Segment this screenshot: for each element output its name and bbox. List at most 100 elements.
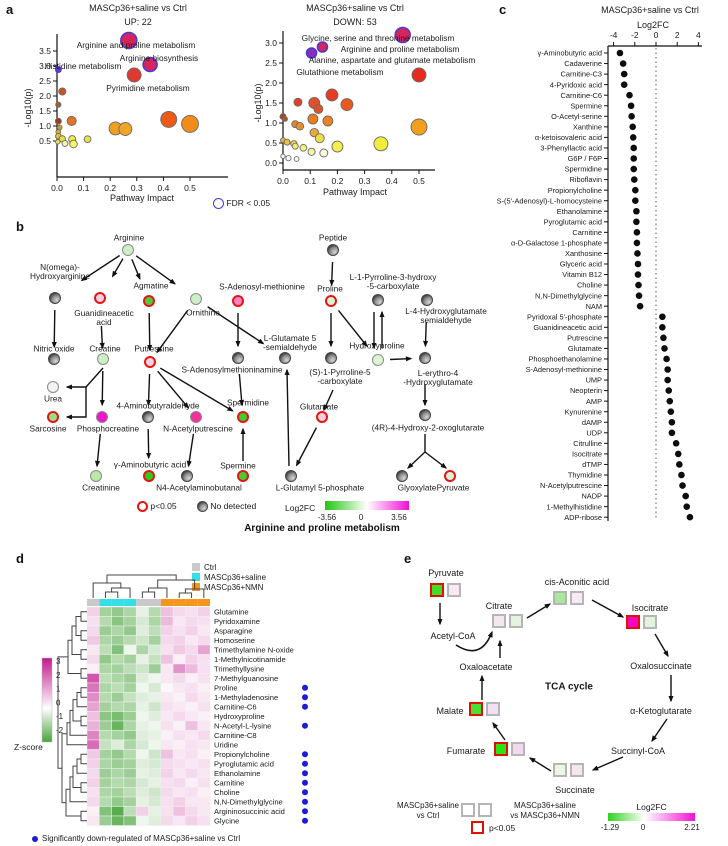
scale-max-b: 3.56 [391, 513, 407, 522]
metabolite-node-sarcosine [47, 411, 59, 423]
metabolite-node-glutamate [316, 411, 328, 423]
no-detected-circle-icon [197, 501, 208, 513]
chart-text: 0.4 [386, 176, 398, 186]
metabolite-node-creatinine [90, 470, 102, 482]
chart-text: 0.1 [78, 183, 90, 193]
chart-text: UMP [586, 376, 602, 385]
log2fc-dot [686, 513, 694, 521]
tca-log2fc-square [469, 702, 483, 716]
chart-text: Riboflavin [570, 175, 602, 184]
chart-text: Carnitine-C3 [561, 70, 603, 79]
chart-text: DOWN: 53 [333, 17, 377, 27]
metabolite-node-n4a [181, 470, 193, 482]
chart-text: 2 [675, 30, 680, 40]
chart-text: Choline [577, 281, 602, 290]
chart-text: Carnitine [214, 778, 244, 787]
chart-text: 0.3 [359, 176, 371, 186]
chart-text: Xanthosine [565, 249, 602, 258]
metabolite-label-ornithine: Ornithine [186, 307, 220, 318]
chart-text: Ethanolamine [557, 207, 602, 216]
chart-text: α-ketoisovaleric acid [535, 133, 602, 142]
chart-text: Arginine and proline metabolism [341, 44, 460, 54]
scale-min-b: -3.56 [317, 513, 337, 522]
pathway-bubble [126, 67, 142, 83]
metabolite-node-r4h2o [419, 409, 431, 421]
chart-text: Choline [214, 788, 240, 797]
chart-text: Carnitine-C6 [214, 702, 257, 711]
chart-text: -Log10(p) [253, 83, 263, 122]
tca-log2fc-square [553, 591, 567, 605]
fdr-circle-icon [213, 198, 224, 210]
pathway-bubble [295, 121, 305, 131]
log2fc-dot [634, 271, 642, 278]
chart-text: 2.5 [265, 58, 277, 68]
chart-text: 0.1 [304, 176, 316, 186]
chart-text: 4 [696, 30, 701, 40]
log2fc-dot [663, 355, 670, 363]
chart-text: 2.5 [39, 76, 51, 86]
pathway-bubble [54, 66, 62, 73]
pathway-bubble [313, 104, 324, 114]
log2fc-dot [661, 345, 668, 352]
tca-log2fc-square [553, 763, 567, 777]
tca-log2fc-square [511, 742, 525, 756]
chart-text: Glycine, serine and threonine metabolism [302, 33, 455, 43]
chart-text: 0.5 [413, 176, 425, 186]
chart-text: 2.0 [39, 91, 51, 101]
chart-text: 1.5 [39, 106, 51, 116]
metabolite-node-glyoxylate [396, 470, 408, 482]
log2fc-dot [666, 397, 674, 405]
pathway-bubble [299, 143, 308, 152]
log2fc-dot [619, 60, 627, 67]
log2fc-dot [636, 302, 644, 310]
chart-text: S-Adenosyl-methionine [526, 365, 602, 374]
metabolite-label-peptide: Peptide [318, 232, 348, 243]
metabolite-label-creatine: Creatine [89, 343, 121, 354]
pathway-impact-chart-up: 0.5 1.0 1.5 2.0 2.5 3.0 3.5 0.0 0.1 0.2 0.3 0.4 0.5 M… [23, 3, 228, 203]
pathway-bubble [291, 142, 299, 150]
tca-log2fc-square [430, 583, 444, 597]
chart-text: 0.2 [104, 183, 116, 193]
log2fc-dot [620, 70, 628, 78]
chart-text: 1-Methylhistidine [547, 502, 602, 511]
pvalue-legend: p<0.05 [137, 501, 177, 513]
chart-text: Thymidine [568, 471, 602, 480]
chart-text: MASCp36+saline vs Ctrl [601, 5, 699, 15]
pathway-bubble [307, 147, 316, 156]
chart-text: Carnitine [572, 228, 602, 237]
log2fc-dot [632, 197, 639, 204]
pathway-bubble [142, 56, 158, 73]
metabolite-node-nohaa [49, 292, 61, 304]
scale-mid-e: 0 [640, 823, 646, 832]
chart-text: Putrescine [567, 333, 602, 342]
chart-text: α-D-Galactose 1-phosphate [511, 239, 602, 248]
metabolite-label-proline: Proline [317, 283, 343, 294]
metabolite-label-hyp: Hydroxyproline [349, 340, 405, 351]
chart-text: Z-score [14, 742, 43, 752]
metabolite-label-n4a: N4-Acetylaminobutanal [156, 482, 242, 493]
metabolite-node-arginine [122, 244, 134, 256]
metabolite-node-s1p5c [325, 352, 337, 364]
tca-label: Succinate [555, 785, 595, 795]
metabolite-node-l4hgs [421, 294, 433, 306]
pathway-bubble [322, 115, 334, 127]
tca-legend-left-label: MASCp36+saline vs Ctrl [396, 801, 460, 820]
chart-text: 4-Pyridoxic acid [550, 80, 602, 89]
log2fc-dot [659, 313, 666, 321]
tca-label: Isocitrate [631, 603, 669, 613]
log2fc-dot [616, 49, 624, 57]
metabolite-label-pyruvateb: Pyruvate [436, 482, 470, 493]
metabolite-label-sam: S-Adenosyl-methionine [219, 281, 305, 292]
chart-text: Pathway Impact [323, 187, 388, 197]
tca-label: Succinyl-CoA [610, 746, 666, 756]
metabolite-label-glyoxylate: Glyoxylate [397, 482, 437, 493]
metabolite-label-gaba: γ-Aminobutyric acid [113, 459, 187, 470]
chart-text: NADP [581, 492, 602, 501]
pathway-bubble [305, 47, 318, 59]
chart-text: 0.0 [51, 183, 63, 193]
log2fc-dot [620, 81, 628, 88]
metabolite-label-s1p5c: (S)-1-Pyrroline-5 -carboxylate [309, 366, 371, 386]
metabolite-node-sam [232, 295, 244, 307]
pvalue-legend-label: p<0.05 [150, 501, 177, 511]
log2fc-dot-chart: MASCp36+saline vs Ctrl Log2FC -4 -2 0 2 4 γ-Ami… [497, 5, 702, 522]
